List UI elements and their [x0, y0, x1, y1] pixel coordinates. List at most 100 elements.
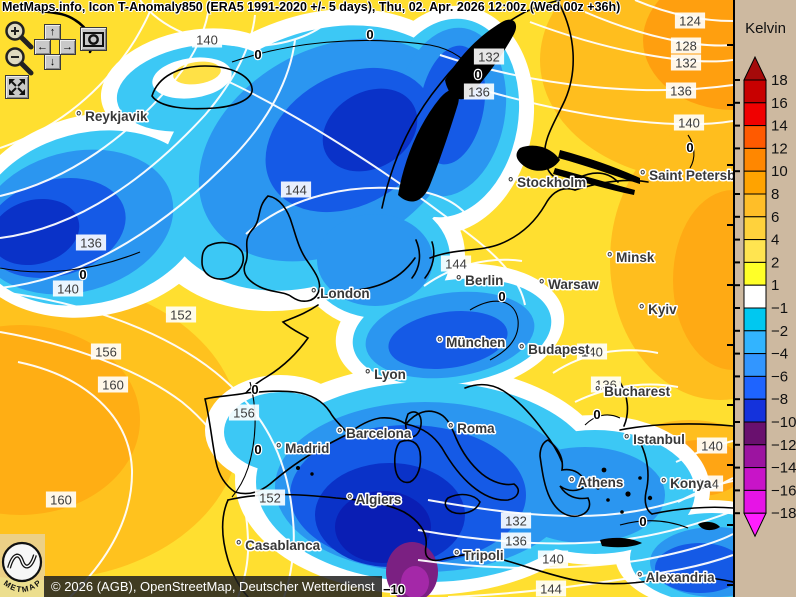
metmaps-logo[interactable]: METMAPS: [0, 527, 46, 597]
color-scale: 18 16 14 12 10 8 6 4 2 1 −1 −2 −4 −6 −8 −10 −12 −14 −16 −18: [735, 55, 796, 538]
scale-tick-label: 16: [771, 95, 788, 112]
scale-unit-label: Kelvin: [745, 20, 786, 37]
contour-value-label: 140: [701, 439, 723, 454]
city-label: ° Alexandria: [637, 570, 715, 585]
scale-tick-label: 4: [771, 232, 779, 249]
city-label: ° Berlin: [456, 273, 503, 288]
city-label: ° Casablanca: [236, 538, 321, 553]
scale-tick-label: 10: [771, 163, 788, 180]
scale-tick-label: −14: [771, 460, 796, 477]
contour-value-label: 144: [285, 183, 307, 198]
contour-value-label: 140: [678, 116, 700, 131]
contour-value-label: 140: [57, 282, 79, 297]
contour-value-label: 152: [259, 491, 281, 506]
map-edge-ticks: [727, 44, 733, 586]
scale-tick-label: −16: [771, 482, 796, 499]
city-label: ° Warsaw: [539, 277, 599, 292]
anomaly-contour-label: 0: [251, 382, 258, 397]
map-title: MetMaps.info, Icon T-Anomaly850 (ERA5 19…: [2, 0, 621, 14]
scale-tick-label: −10: [771, 414, 796, 431]
city-label: ° Stockholm: [508, 175, 586, 190]
contour-value-label: 132: [505, 514, 527, 529]
city-label: ° Bucharest: [595, 384, 671, 399]
contour-value-label: 144: [697, 477, 719, 492]
scale-tick-label: −12: [771, 437, 796, 454]
kelvin-scale: Kelvin 18 16 14 12 10 8 6 4 2 1 −1 −2 −4 −6 −8 −10 −12 −1…: [733, 0, 796, 597]
city-label: ° Barcelona: [337, 426, 412, 441]
city-label: ° Kyiv: [639, 302, 677, 317]
zero-anomaly-labels: 0 0 0 0 0 0 0 0 0 0 −10: [78, 26, 695, 597]
anomaly-contour-label: 0: [254, 47, 261, 62]
contour-value-label: 136: [595, 378, 617, 393]
anomaly-contour-label: 0: [254, 442, 261, 457]
city-label: ° Roma: [448, 421, 495, 436]
scale-arrow-up: [743, 55, 767, 81]
contour-value-label: 136: [468, 85, 490, 100]
city-label: ° Saint Petersburg: [640, 168, 733, 183]
contour-value-label: 156: [233, 406, 255, 421]
contour-value-label: 136: [80, 236, 102, 251]
anomaly-contour-label: 0: [686, 140, 693, 155]
contour-value-label: 156: [95, 345, 117, 360]
scale-tick-label: −6: [771, 368, 788, 385]
anomaly-contour-label: 0: [366, 27, 373, 42]
zoom-in-button[interactable]: [4, 20, 36, 52]
scale-tick-label: −18: [771, 505, 796, 522]
contour-value-label: 160: [102, 378, 124, 393]
scale-tick-label: 18: [771, 72, 788, 89]
scale-tick-label: 2: [771, 254, 779, 271]
scale-arrow-down: [743, 512, 767, 538]
city-label: ° Madrid: [276, 441, 329, 456]
contour-value-label: 132: [675, 56, 697, 71]
scale-tick-label: −8: [771, 391, 788, 408]
contour-value-label: 144: [540, 582, 562, 597]
city-labels: ° Reykjavik ° Stockholm ° Saint Petersburg…: [75, 108, 734, 587]
scale-tick-label: 1: [771, 277, 779, 294]
contour-value-label: 160: [50, 493, 72, 508]
city-label: ° Budapest: [519, 342, 590, 357]
contour-value-label: 144: [445, 257, 467, 272]
zoom-out-button[interactable]: [4, 46, 36, 78]
city-label: ° Reykjavik: [76, 109, 148, 124]
pan-left-button[interactable]: ←: [34, 39, 51, 55]
city-label: ° Konya: [661, 476, 712, 491]
contour-value-label: 140: [196, 33, 218, 48]
scale-tick-label: −1: [771, 300, 788, 317]
contour-value-label: 128: [675, 39, 697, 54]
pan-right-button[interactable]: →: [59, 39, 76, 55]
scale-tick-label: 6: [771, 209, 779, 226]
contour-value-label: 140: [581, 345, 603, 360]
pan-up-button[interactable]: ↑: [44, 24, 61, 40]
city-label: ° München: [437, 335, 505, 350]
camera-icon: [83, 32, 104, 47]
city-label: ° Lyon: [365, 367, 406, 382]
expand-arrows-icon: [9, 79, 25, 95]
purple-anomaly-inner: [401, 566, 429, 597]
anomaly-contour-label: 0: [474, 67, 481, 82]
city-label: ° Tripoli: [454, 548, 504, 563]
copyright-bar[interactable]: © 2026 (AGB), OpenStreetMap, Deutscher W…: [44, 576, 382, 597]
anomaly-contour-label: 0: [639, 514, 646, 529]
contour-value-label: 132: [478, 50, 500, 65]
anomaly-contour-label: 0: [593, 407, 600, 422]
anomaly-contour-label: −10: [383, 582, 405, 597]
anomaly-contour-label: 0: [79, 267, 86, 282]
snapshot-button[interactable]: [80, 27, 107, 51]
contour-value-label: 152: [170, 308, 192, 323]
pan-down-button[interactable]: ↓: [44, 54, 61, 70]
city-label: ° London: [311, 286, 370, 301]
scale-tick-label: 12: [771, 140, 788, 157]
contour-value-label: 136: [505, 534, 527, 549]
weather-map[interactable]: 140 124 128 132 136 140 132 136 144 136 140 152 156 1…: [0, 0, 733, 597]
city-label: ° Athens: [569, 475, 623, 490]
contour-value-label: 124: [679, 14, 701, 29]
scale-tick-label: −2: [771, 323, 788, 340]
scale-tick-label: 8: [771, 186, 779, 203]
city-label: ° Algiers: [347, 492, 401, 507]
contour-value-label: 140: [542, 552, 564, 567]
city-label: ° Istanbul: [624, 432, 685, 447]
fullscreen-button[interactable]: [5, 75, 29, 99]
scale-tick-label: 14: [771, 118, 788, 135]
contour-labels: 140 124 128 132 136 140 132 136 144 136 140 152 156 1…: [45, 12, 728, 597]
